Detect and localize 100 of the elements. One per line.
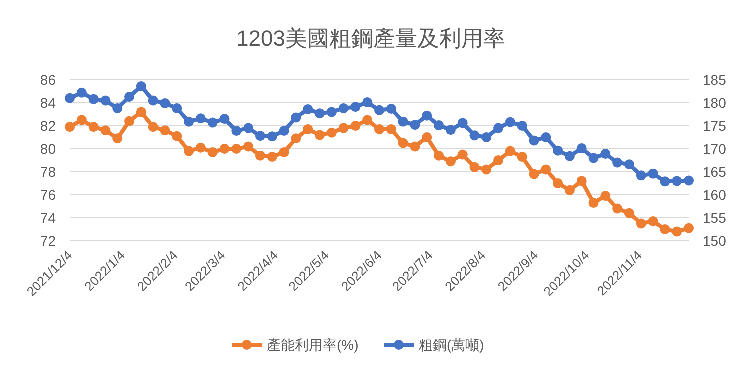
point: [529, 169, 540, 180]
point: [517, 152, 528, 162]
point: [422, 110, 432, 121]
point: [232, 126, 242, 136]
point: [494, 123, 504, 134]
y-tick-label: 82: [40, 118, 56, 134]
point: [398, 116, 408, 127]
point: [76, 88, 87, 98]
chart-title: 1203美國粗鋼產量及利用率: [236, 26, 506, 51]
point: [208, 147, 218, 158]
point: [374, 105, 384, 116]
point: [386, 104, 396, 114]
point: [529, 136, 540, 146]
point: [494, 156, 504, 166]
point: [303, 104, 314, 114]
point: [232, 144, 242, 154]
point: [267, 132, 278, 142]
point: [220, 144, 230, 154]
point: [196, 114, 206, 124]
point: [648, 168, 658, 179]
point: [576, 144, 587, 154]
point: [303, 124, 314, 134]
point: [244, 142, 254, 152]
point: [410, 142, 420, 152]
point: [505, 117, 516, 128]
y2-tick-label: 175: [703, 118, 727, 134]
point: [564, 185, 575, 196]
point: [112, 134, 123, 144]
point: [326, 107, 337, 118]
point: [517, 121, 528, 131]
point: [458, 150, 468, 160]
point: [612, 158, 623, 168]
legend-label: 產能利用率(%): [267, 336, 359, 353]
point: [482, 164, 492, 175]
point: [184, 146, 194, 156]
point: [172, 131, 182, 142]
point: [100, 126, 111, 136]
point: [470, 162, 480, 172]
y2-tick-label: 150: [703, 232, 727, 249]
y-tick-label: 84: [40, 94, 56, 111]
point: [624, 208, 634, 218]
point: [672, 176, 682, 186]
point: [314, 130, 325, 140]
point: [184, 116, 194, 127]
point: [112, 104, 123, 114]
y2-tick-label: 180: [703, 94, 727, 111]
y-tick-label: 76: [40, 186, 56, 203]
point: [350, 102, 361, 112]
point: [279, 147, 290, 158]
point: [505, 146, 516, 156]
point: [600, 149, 611, 160]
y-tick-label: 74: [40, 210, 56, 226]
point: [326, 128, 337, 138]
y2-tick-label: 160: [703, 186, 727, 203]
point: [660, 176, 670, 187]
point: [470, 130, 480, 141]
point: [553, 178, 564, 188]
point: [362, 98, 373, 108]
point: [136, 81, 146, 92]
point: [291, 134, 302, 144]
point: [600, 191, 611, 202]
point: [362, 115, 373, 126]
point: [458, 118, 468, 128]
y2-tick-label: 170: [703, 140, 727, 157]
point: [338, 123, 349, 134]
point: [196, 142, 206, 153]
point: [410, 120, 420, 130]
point: [660, 224, 670, 234]
point: [160, 98, 170, 108]
point: [88, 122, 99, 132]
point: [244, 123, 254, 134]
point: [588, 198, 599, 208]
point: [255, 150, 266, 161]
point: [434, 150, 444, 161]
point: [88, 94, 99, 104]
point: [684, 223, 694, 234]
point: [172, 104, 182, 114]
legend-label: 粗鋼(萬噸): [419, 336, 484, 353]
point: [636, 218, 646, 229]
point: [76, 115, 87, 126]
point: [314, 108, 325, 119]
point: [338, 104, 349, 114]
point: [279, 126, 290, 136]
point: [672, 226, 682, 237]
point: [541, 132, 552, 142]
point: [684, 176, 694, 186]
point: [100, 96, 111, 106]
y2-tick-label: 155: [703, 210, 727, 226]
point: [588, 153, 599, 164]
point: [648, 216, 658, 226]
point: [564, 151, 575, 162]
point: [553, 146, 564, 156]
point: [267, 152, 278, 162]
point: [541, 164, 552, 175]
y2-tick-label: 165: [703, 164, 727, 180]
point: [482, 132, 492, 142]
point: [386, 124, 396, 134]
point: [255, 131, 266, 142]
point: [446, 125, 456, 136]
y-tick-label: 78: [40, 164, 56, 180]
